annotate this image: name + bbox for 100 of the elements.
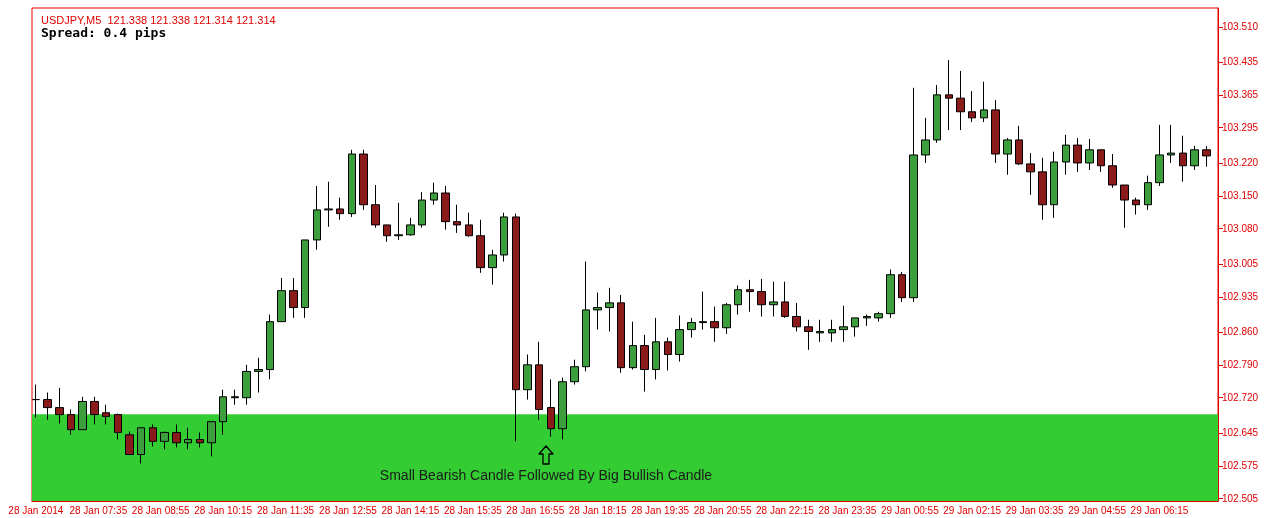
candlestick — [1097, 149, 1105, 173]
candlestick — [43, 392, 52, 421]
candlestick — [956, 70, 965, 131]
candlestick — [1050, 151, 1058, 219]
candlestick — [184, 427, 192, 450]
candlestick — [945, 59, 953, 131]
candlestick — [792, 302, 801, 332]
candlestick — [1179, 135, 1187, 183]
annotation: Small Bearish Candle Followed By Big Bullish Candle — [379, 467, 713, 483]
candlestick — [909, 87, 918, 303]
candlestick — [605, 287, 614, 332]
candlestick — [1062, 134, 1070, 176]
candlestick — [710, 306, 719, 343]
y-tick-label: 103.150 — [1222, 190, 1259, 202]
x-tick-label: 28 Jan 18:15 — [568, 504, 628, 516]
candlestick — [90, 396, 99, 425]
candlestick — [67, 408, 75, 436]
x-tick-label: 28 Jan 11:35 — [257, 504, 315, 516]
candlestick — [1190, 145, 1199, 171]
candlestick — [394, 202, 403, 241]
candlestick — [699, 291, 707, 331]
candlestick — [266, 314, 274, 380]
candlestick — [277, 277, 286, 323]
candlestick — [430, 182, 438, 206]
y-tick-label: 102.935 — [1222, 291, 1259, 303]
candlestick — [1003, 137, 1012, 176]
candlestick — [640, 334, 649, 393]
candlestick — [629, 321, 637, 371]
x-tick-label: 28 Jan 12:55 — [319, 504, 378, 516]
candlestick — [418, 191, 426, 229]
y-tick-label: 103.005 — [1222, 258, 1259, 270]
x-tick-label: 28 Jan 14:15 — [381, 504, 440, 516]
x-tick-label: 29 Jan 00:55 — [880, 504, 940, 516]
y-tick-label: 103.220 — [1222, 157, 1259, 169]
candlestick — [371, 184, 380, 229]
candlestick — [687, 317, 696, 339]
candlestick — [476, 219, 485, 274]
candlestick — [675, 315, 684, 363]
candlestick — [722, 302, 731, 335]
candlestick — [582, 261, 590, 372]
candlestick — [32, 384, 40, 418]
candlestick — [172, 423, 181, 448]
candlestick — [313, 185, 321, 251]
y-tick-label: 103.080 — [1222, 223, 1259, 235]
candlestick — [991, 99, 1000, 164]
candlestick — [301, 239, 309, 319]
candlestick — [114, 413, 122, 440]
candlestick — [160, 431, 169, 450]
chart-title: USDJPY,M5 121.338 121.338 121.314 121.314 — [41, 13, 276, 26]
candlestick — [1167, 124, 1175, 164]
y-tick-label: 103.295 — [1222, 122, 1259, 134]
x-tick-label: 28 Jan 23:35 — [818, 504, 877, 516]
candlestick — [512, 213, 520, 442]
x-tick-label: 29 Jan 02:15 — [943, 504, 1002, 516]
candlestick — [1144, 175, 1152, 211]
candlestick — [78, 396, 87, 431]
candlestick — [231, 389, 239, 406]
candlestick — [804, 319, 813, 351]
y-tick-label: 102.720 — [1222, 392, 1259, 404]
x-tick-label: 28 Jan 10:15 — [194, 504, 253, 516]
y-tick-label: 103.510 — [1222, 21, 1259, 33]
x-tick-label: 28 Jan 16:55 — [506, 504, 565, 516]
y-tick-label: 102.505 — [1222, 493, 1259, 505]
candlestick — [828, 319, 836, 343]
y-tick-label: 102.575 — [1222, 460, 1259, 472]
candlestick — [921, 117, 930, 164]
candlestick — [1120, 184, 1129, 229]
x-tick-label: 28 Jan 2014 — [8, 504, 64, 516]
candlestick — [781, 281, 789, 319]
candlestick — [851, 317, 859, 338]
candlestick — [968, 90, 976, 123]
candlestick — [839, 305, 848, 343]
candlestick — [1015, 125, 1023, 166]
candlestick — [348, 149, 356, 218]
x-tick-label: 28 Jan 07:35 — [69, 504, 128, 516]
candlestick — [769, 281, 778, 317]
candlestick — [1202, 145, 1211, 168]
x-tick-label: 28 Jan 15:35 — [443, 504, 503, 516]
candlestick — [1132, 197, 1140, 216]
candlestick — [1026, 152, 1035, 196]
x-tick-label: 29 Jan 06:15 — [1130, 504, 1189, 516]
candlestick — [547, 378, 555, 438]
candlestick — [289, 277, 298, 319]
candlestick — [149, 423, 157, 448]
candlestick — [441, 185, 450, 231]
candlestick — [125, 431, 134, 456]
candlestick — [886, 269, 895, 319]
candlestick — [874, 311, 883, 323]
candlestick — [933, 84, 941, 144]
candlestick — [1038, 157, 1047, 221]
candlestick — [254, 357, 263, 394]
x-tick-label: 28 Jan 22:15 — [756, 504, 815, 516]
candlestick — [898, 271, 906, 303]
y-tick-label: 103.365 — [1222, 89, 1259, 101]
candlestick — [664, 337, 672, 371]
candlestick — [863, 314, 871, 327]
candlestick — [980, 81, 988, 123]
candlestick — [734, 284, 742, 316]
y-tick-label: 103.435 — [1222, 56, 1259, 68]
candlestick — [242, 364, 251, 406]
